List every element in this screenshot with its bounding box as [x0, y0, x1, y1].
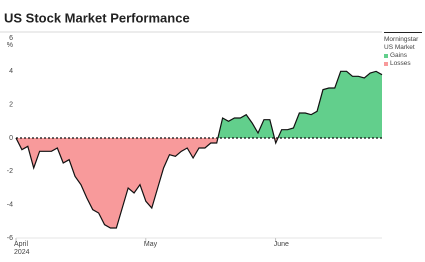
y-tick-label: -4 [7, 202, 13, 209]
y-tick-label: 0 [9, 135, 13, 142]
legend-item: Losses [384, 60, 422, 68]
y-tick-label: -2 [7, 168, 13, 175]
legend-title: Morningstar US Market [384, 36, 419, 51]
legend-swatch [384, 54, 388, 58]
y-tick-label: 4 [9, 68, 13, 75]
y-tick-label: -6 [7, 235, 13, 242]
legend-swatch [384, 62, 388, 66]
losses-area [16, 138, 382, 228]
chart-title: US Stock Market Performance [4, 10, 190, 25]
y-unit: % [7, 42, 13, 49]
y-tick-label: 6 [9, 35, 13, 42]
gains-area [16, 71, 382, 138]
x-tick-label: April [14, 241, 28, 248]
legend: Morningstar US Market Gains Losses [384, 32, 422, 68]
x-year-label: 2024 [14, 249, 30, 256]
y-tick-label: 2 [9, 102, 13, 109]
x-tick-label: June [274, 241, 289, 248]
x-tick-label: May [144, 241, 158, 248]
legend-label: Losses [390, 60, 411, 67]
legend-item: Gains [384, 52, 422, 60]
series-line [15, 70, 383, 229]
legend-label: Gains [390, 52, 407, 59]
